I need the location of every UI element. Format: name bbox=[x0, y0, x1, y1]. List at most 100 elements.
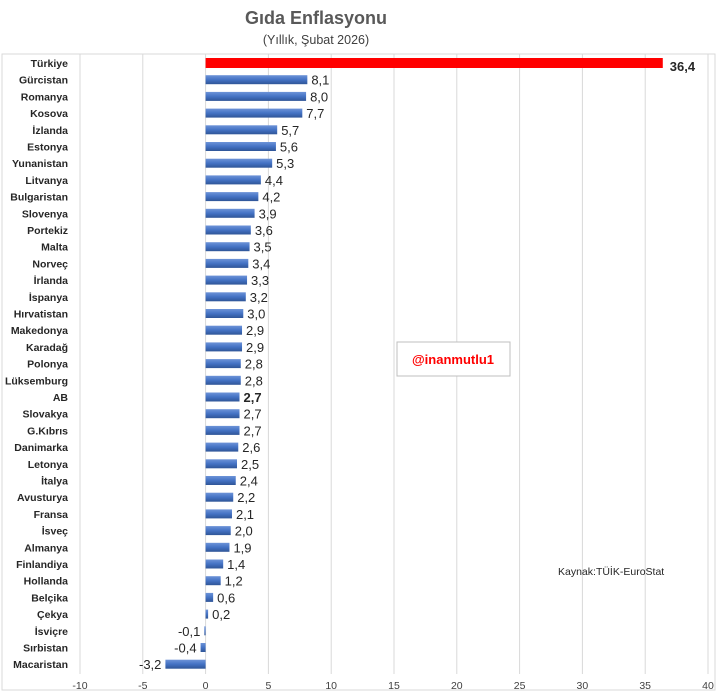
value-label: 1,9 bbox=[233, 540, 251, 555]
category-label: Türkiye bbox=[31, 58, 69, 70]
chart-subtitle: (Yıllık, Şubat 2026) bbox=[263, 33, 369, 47]
value-label: 7,7 bbox=[306, 106, 324, 121]
value-label: 2,7 bbox=[244, 390, 262, 405]
category-label: Litvanya bbox=[25, 175, 68, 187]
category-label: Norveç bbox=[32, 258, 68, 270]
chart-title: Gıda Enflasyonu bbox=[245, 8, 387, 28]
category-label: Bulgaristan bbox=[10, 192, 68, 204]
category-label: Kosova bbox=[30, 108, 68, 120]
x-tick-label: 10 bbox=[325, 680, 337, 692]
bar-25 bbox=[205, 476, 236, 485]
bar-1 bbox=[205, 75, 308, 85]
value-label: 3,3 bbox=[251, 273, 269, 288]
category-label: Finlandiya bbox=[16, 559, 68, 571]
x-tick-label: 0 bbox=[203, 680, 209, 692]
value-label: 1,2 bbox=[225, 574, 243, 589]
bar-13 bbox=[205, 275, 248, 285]
source-label: Kaynak:TÜİK-EuroStat bbox=[558, 565, 664, 578]
bar-0 bbox=[205, 58, 663, 68]
category-label: Avusturya bbox=[17, 492, 68, 504]
bars bbox=[165, 58, 663, 669]
bar-36 bbox=[165, 659, 206, 669]
value-label: 3,6 bbox=[255, 223, 273, 238]
value-label: 3,4 bbox=[252, 256, 270, 271]
x-axis-ticks: -10 -5 0 5 10 15 20 25 30 35 40 bbox=[72, 680, 714, 692]
value-label: 2,0 bbox=[235, 524, 253, 539]
value-label: 36,4 bbox=[670, 59, 696, 74]
value-label: 2,7 bbox=[244, 423, 262, 438]
x-tick-label: 40 bbox=[702, 680, 714, 692]
category-label: Almanya bbox=[24, 542, 68, 554]
category-label: Portekiz bbox=[27, 225, 68, 237]
grid-lines bbox=[79, 54, 709, 674]
x-tick-label: 25 bbox=[514, 680, 526, 692]
value-label: 1,4 bbox=[227, 557, 245, 572]
value-label: 2,8 bbox=[245, 373, 263, 388]
category-label: İzlanda bbox=[32, 124, 68, 137]
x-tick-label: -10 bbox=[72, 680, 87, 692]
value-label: 2,6 bbox=[242, 440, 260, 455]
bar-16 bbox=[205, 325, 243, 335]
category-label: Makedonya bbox=[11, 325, 68, 337]
category-label: Polonya bbox=[27, 359, 68, 371]
plot-frame bbox=[1, 53, 716, 691]
value-label: 3,5 bbox=[254, 240, 272, 255]
value-label: 3,2 bbox=[250, 290, 268, 305]
value-label: 5,7 bbox=[281, 123, 299, 138]
value-label: -0,1 bbox=[178, 624, 200, 639]
bar-23 bbox=[205, 442, 239, 452]
bar-8 bbox=[205, 192, 259, 202]
bar-31 bbox=[205, 576, 221, 586]
value-label: 3,9 bbox=[259, 206, 277, 221]
bar-10 bbox=[205, 225, 251, 235]
bar-19 bbox=[205, 375, 241, 385]
x-tick-label: 30 bbox=[577, 680, 589, 692]
category-label: Lüksemburg bbox=[5, 375, 68, 387]
category-label: Çekya bbox=[37, 609, 68, 621]
value-label: -0,4 bbox=[174, 641, 196, 656]
value-label: 3,0 bbox=[247, 307, 265, 322]
bar-28 bbox=[205, 526, 231, 536]
category-label: Gürcistan bbox=[19, 75, 68, 87]
value-label: 0,2 bbox=[212, 607, 230, 622]
category-label: Slovenya bbox=[22, 208, 68, 220]
bar-14 bbox=[205, 292, 246, 302]
value-label: 2,9 bbox=[246, 340, 264, 355]
category-label: Slovakya bbox=[22, 409, 68, 421]
value-labels: 36,4 8,18,0 7,7 5,7 5,65,3 4,4 4,23,9 3,6 3,53,4… bbox=[139, 59, 696, 672]
category-label: Danimarka bbox=[14, 442, 68, 454]
category-label: Hırvatistan bbox=[14, 309, 68, 321]
bar-5 bbox=[205, 142, 276, 151]
value-label: 5,6 bbox=[280, 140, 298, 155]
category-label: Malta bbox=[41, 242, 68, 254]
category-label: G.Kıbrıs bbox=[27, 425, 68, 437]
bar-34 bbox=[204, 626, 206, 636]
category-label: İspanya bbox=[29, 291, 68, 304]
value-label: 2,1 bbox=[236, 507, 254, 522]
bar-15 bbox=[205, 309, 244, 318]
bar-26 bbox=[205, 492, 234, 502]
category-label: Estonya bbox=[27, 142, 68, 154]
bar-18 bbox=[205, 359, 241, 369]
category-label: Romanya bbox=[21, 91, 68, 103]
value-label: 0,6 bbox=[217, 590, 235, 605]
category-label: Yunanistan bbox=[12, 158, 68, 170]
bar-21 bbox=[205, 409, 240, 419]
bar-17 bbox=[205, 342, 243, 352]
value-label: 2,4 bbox=[240, 474, 258, 489]
bar-35 bbox=[200, 643, 206, 652]
x-tick-label: 5 bbox=[265, 680, 271, 692]
value-label: 4,4 bbox=[265, 173, 283, 188]
category-label: İsveç bbox=[42, 525, 68, 538]
bar-24 bbox=[205, 459, 237, 469]
category-label: İsviçre bbox=[35, 625, 68, 638]
value-label: 4,2 bbox=[262, 190, 280, 205]
category-labels: Türkiye Gürcistan Romanya Kosova İzlanda Esto… bbox=[5, 58, 68, 671]
bar-33 bbox=[205, 609, 209, 619]
x-tick-label: 20 bbox=[451, 680, 463, 692]
bar-32 bbox=[205, 592, 214, 602]
category-label: Fransa bbox=[34, 509, 69, 521]
value-label: 2,2 bbox=[237, 490, 255, 505]
x-tick-label: -5 bbox=[138, 680, 147, 692]
